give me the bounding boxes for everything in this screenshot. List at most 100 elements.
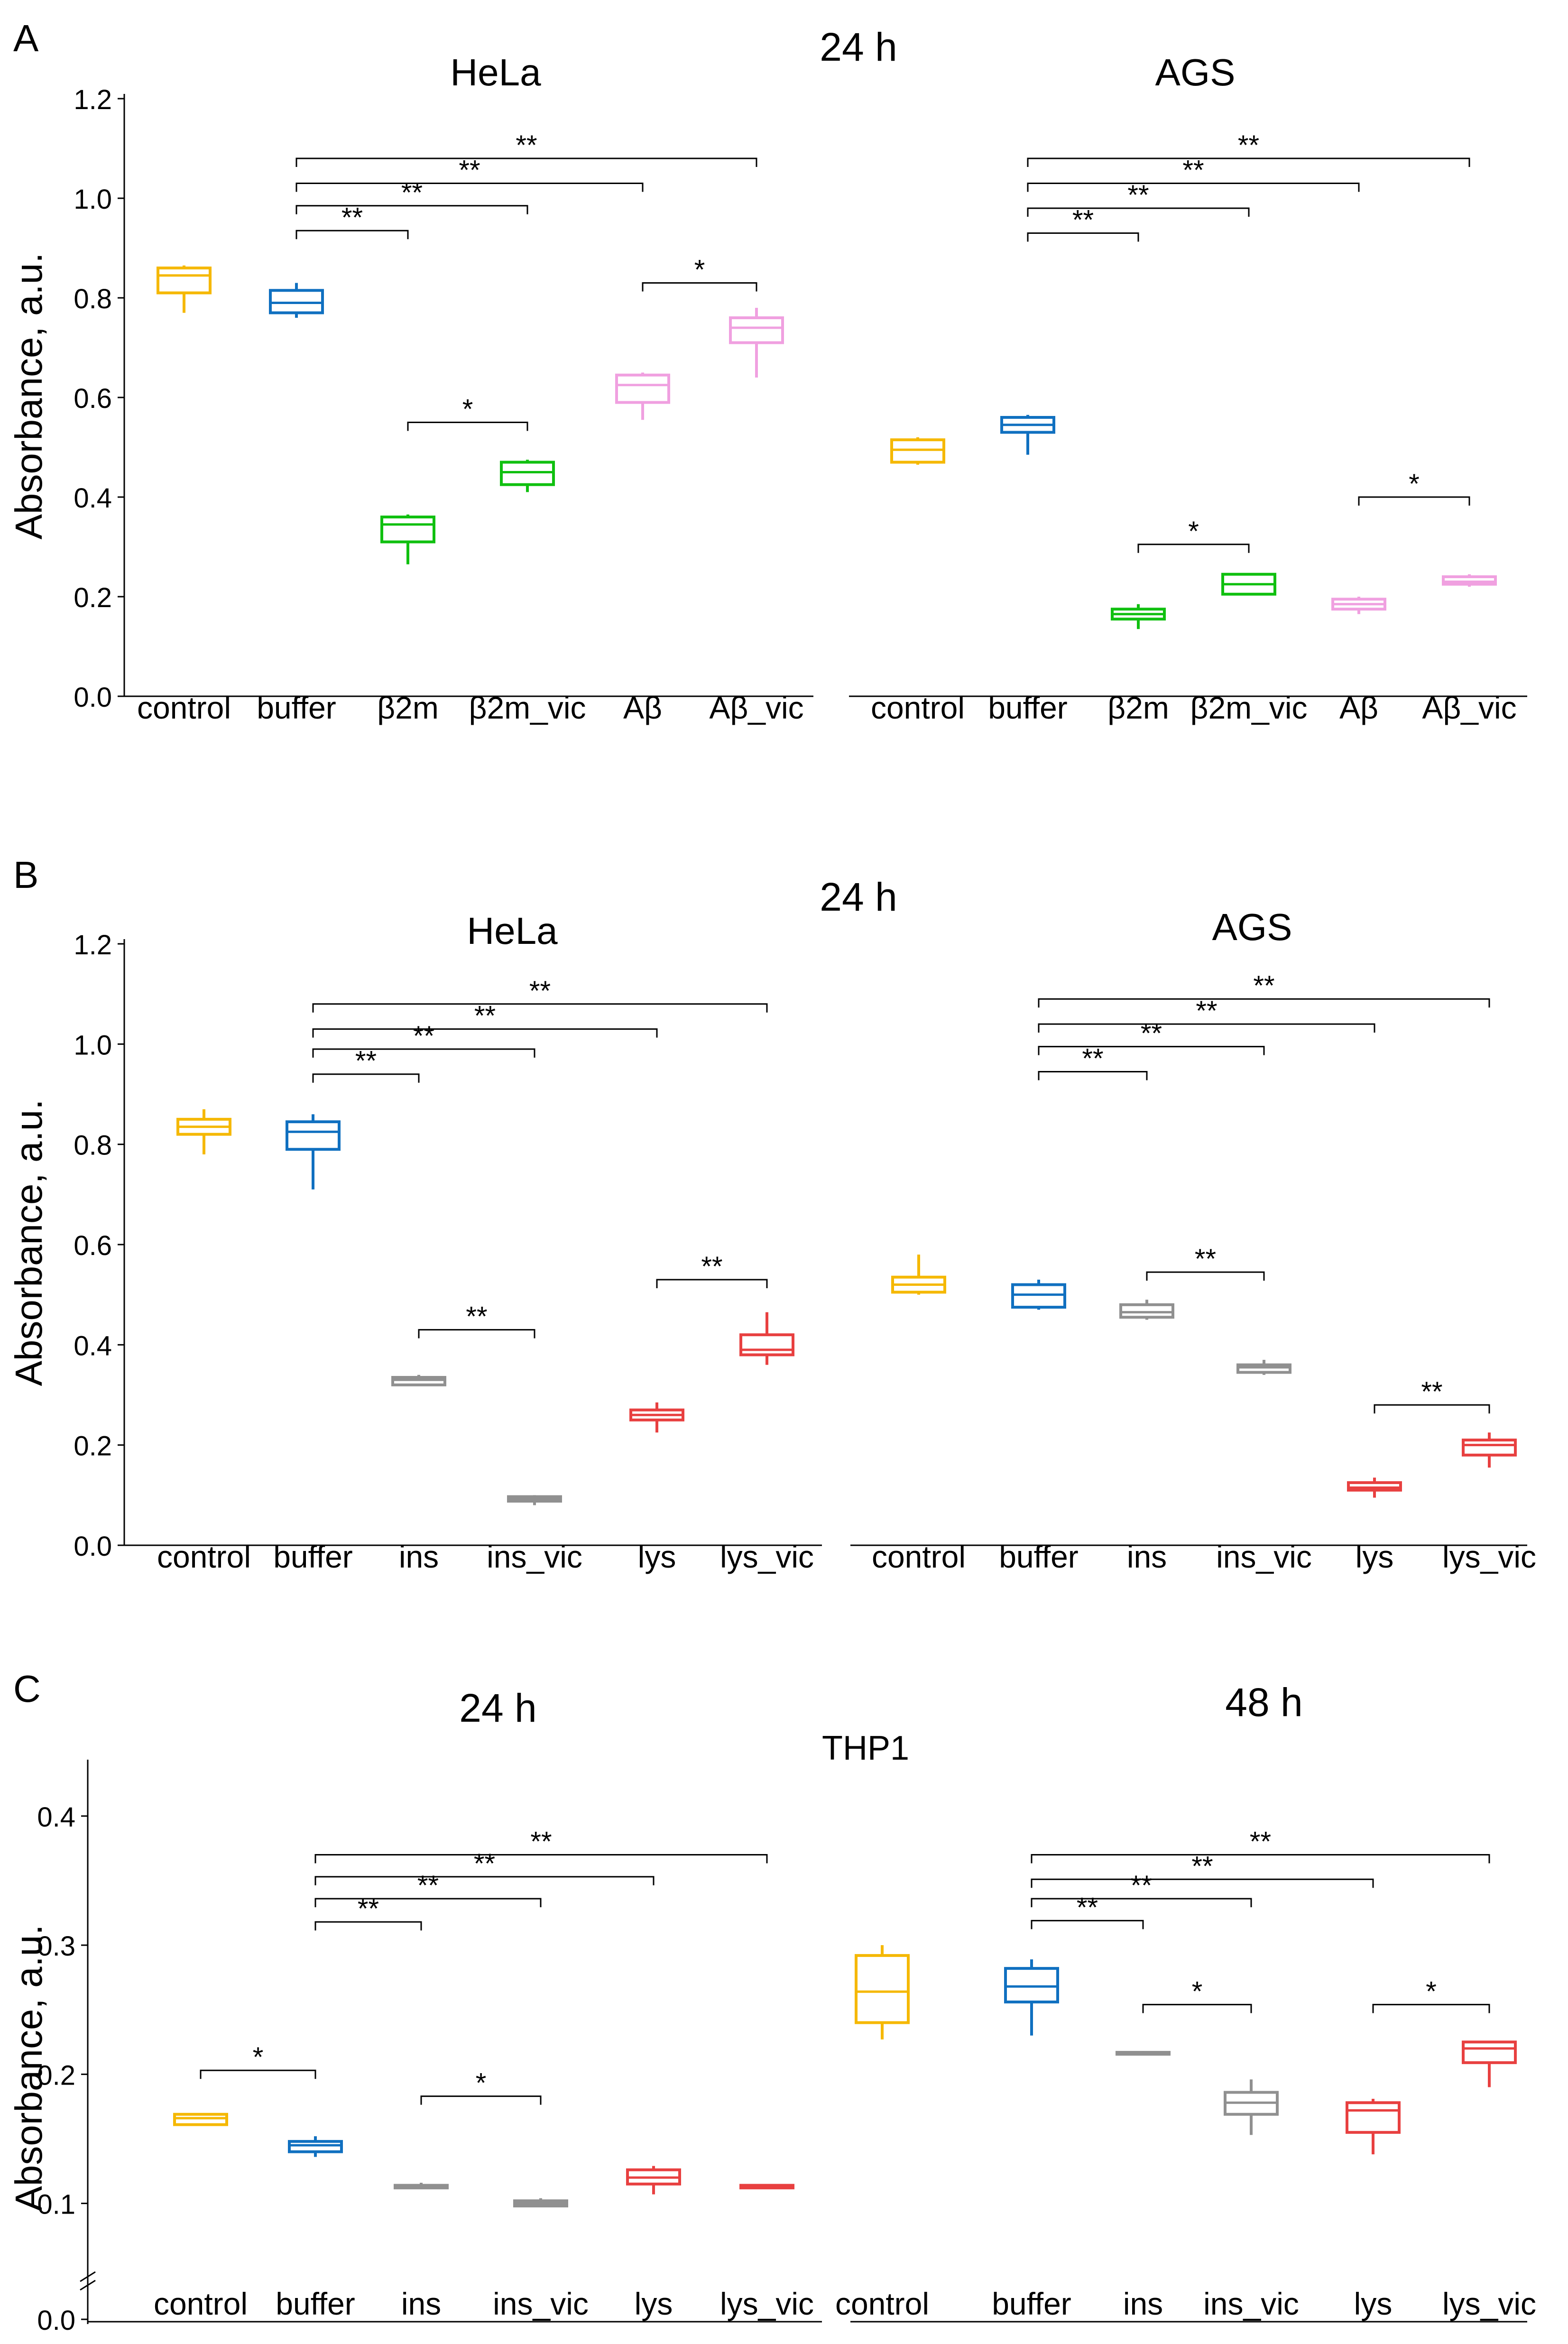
significance-label: ** [1141,1018,1162,1049]
box-Aβ_vic [1442,574,1497,587]
y-tick-label: 0.1 [37,2189,75,2220]
bracket-line [295,183,644,192]
x-tick-label: ins [401,2286,441,2321]
box-lys_vic [739,2184,794,2189]
box-control [855,1945,910,2039]
significance-bracket: ** [656,1251,768,1288]
significance-label: ** [417,1870,439,1901]
significance-label: ** [474,1001,496,1032]
significance-label: ** [1253,970,1274,1001]
bracket-line [642,282,757,292]
significance-label: * [462,394,473,425]
significance-label: ** [1127,180,1149,211]
panel-c-ylabel: Absorbance, a.u. [8,1925,50,2212]
panel-a-right-title: AGS [1155,51,1236,93]
box-body [157,267,212,295]
panel-B-plot: 0.0 0.2 0.4 0.6 0.8 1.0 1.2 control buffer ins ins… [74,930,1536,1574]
box-lys [626,2166,681,2195]
y-tick-label: 0.0 [37,2305,75,2336]
significance-label: * [476,2068,487,2099]
box-body [286,1120,341,1151]
bracket-line [295,157,757,167]
bracket-line [314,1854,768,1864]
x-tick-label: ins_vic [1216,1539,1312,1574]
y-tick-label: 0.8 [74,1130,112,1161]
significance-label: ** [474,1848,495,1879]
x-tick-label: buffer [276,2286,355,2321]
bracket-line [1372,2003,1490,2013]
x-tick-label: ins [1123,2286,1163,2321]
bracket-line [1146,1271,1265,1281]
bracket-line [1027,207,1250,217]
bracket-line [1137,544,1250,553]
significance-bracket: ** [312,976,768,1013]
panel-label-b: B [13,854,38,896]
bracket-line [312,1073,420,1083]
box-body [729,316,784,344]
x-tick-label: buffer [988,690,1068,725]
box-Aβ [615,372,670,420]
bracket-line [1031,1854,1490,1864]
x-tick-label: control [835,2286,929,2321]
bracket-line [314,1898,542,1908]
panel-a-left-title: HeLa [450,51,541,93]
box-body [855,1954,910,2024]
significance-bracket: ** [1031,1827,1490,1864]
significance-bracket: * [1137,516,1250,553]
panel-a-title: 24 h [820,25,897,69]
x-tick-label: control [871,690,965,725]
significance-bracket: ** [1031,1870,1252,1908]
box-lys [1346,2099,1401,2155]
box-ins [1119,1300,1174,1320]
significance-label: ** [1182,155,1204,186]
y-tick-label: 0.6 [74,1230,112,1261]
box-buffer [1000,415,1055,455]
box-Aβ_vic [729,308,784,378]
box-body [500,461,555,486]
significance-bracket: ** [1027,155,1360,192]
significance-bracket: ** [1374,1376,1490,1414]
x-tick-label: lys [1356,1539,1394,1574]
x-tick-label: buffer [992,2286,1071,2321]
significance-label: ** [413,1021,434,1052]
panel-b-title: 24 h [820,875,897,919]
x-tick-label: Aβ_vic [1422,690,1516,725]
box-lys_vic [1462,2040,1517,2087]
significance-bracket: ** [1027,130,1470,167]
significance-bracket: ** [295,155,644,192]
bracket-line [1031,1898,1252,1908]
bracket-line [1038,998,1490,1008]
x-tick-label: Aβ_vic [709,690,803,725]
bracket-line [1031,1919,1144,1929]
significance-bracket: * [1372,1976,1490,2013]
x-tick-label: β2m_vic [1190,690,1307,725]
box-ins [391,1375,446,1386]
box-body [1119,1303,1174,1319]
significance-bracket: ** [1027,205,1139,242]
box-β2m [380,514,435,564]
box-buffer [288,2136,343,2157]
significance-bracket: ** [314,1827,768,1864]
significance-label: ** [529,976,551,1006]
box-body [739,1333,794,1357]
panel-b-left-title: HeLa [467,910,558,952]
box-body [1011,1283,1066,1309]
significance-bracket: ** [1038,996,1375,1033]
significance-label: ** [1191,1851,1213,1882]
significance-bracket: ** [1038,1018,1265,1055]
x-tick-label: ins_vic [493,2286,589,2321]
significance-bracket: * [200,2042,316,2079]
x-tick-label: Aβ [623,690,662,725]
box-control [173,2113,228,2126]
significance-bracket: ** [314,1848,655,1885]
y-tick-label: 0.3 [37,1931,75,1962]
significance-label: ** [530,1827,552,1857]
panel-C-plot: 0.0 0.1 0.2 0.3 0.4 control buffer ins ins_vic ly… [37,1760,1536,2336]
subplot-C-2: control buffer ins ins_vic lys lys_vic*******… [835,1827,1536,2323]
x-tick-label: buffer [257,690,336,725]
y-tick-label: 0.6 [74,383,112,414]
y-tick-label: 1.2 [74,930,112,960]
significance-bracket: ** [312,1001,658,1038]
subplot-B-2: control buffer ins ins_vic lys lys_vic ** ** ** *… [850,970,1536,1574]
bracket-line [1027,232,1139,242]
